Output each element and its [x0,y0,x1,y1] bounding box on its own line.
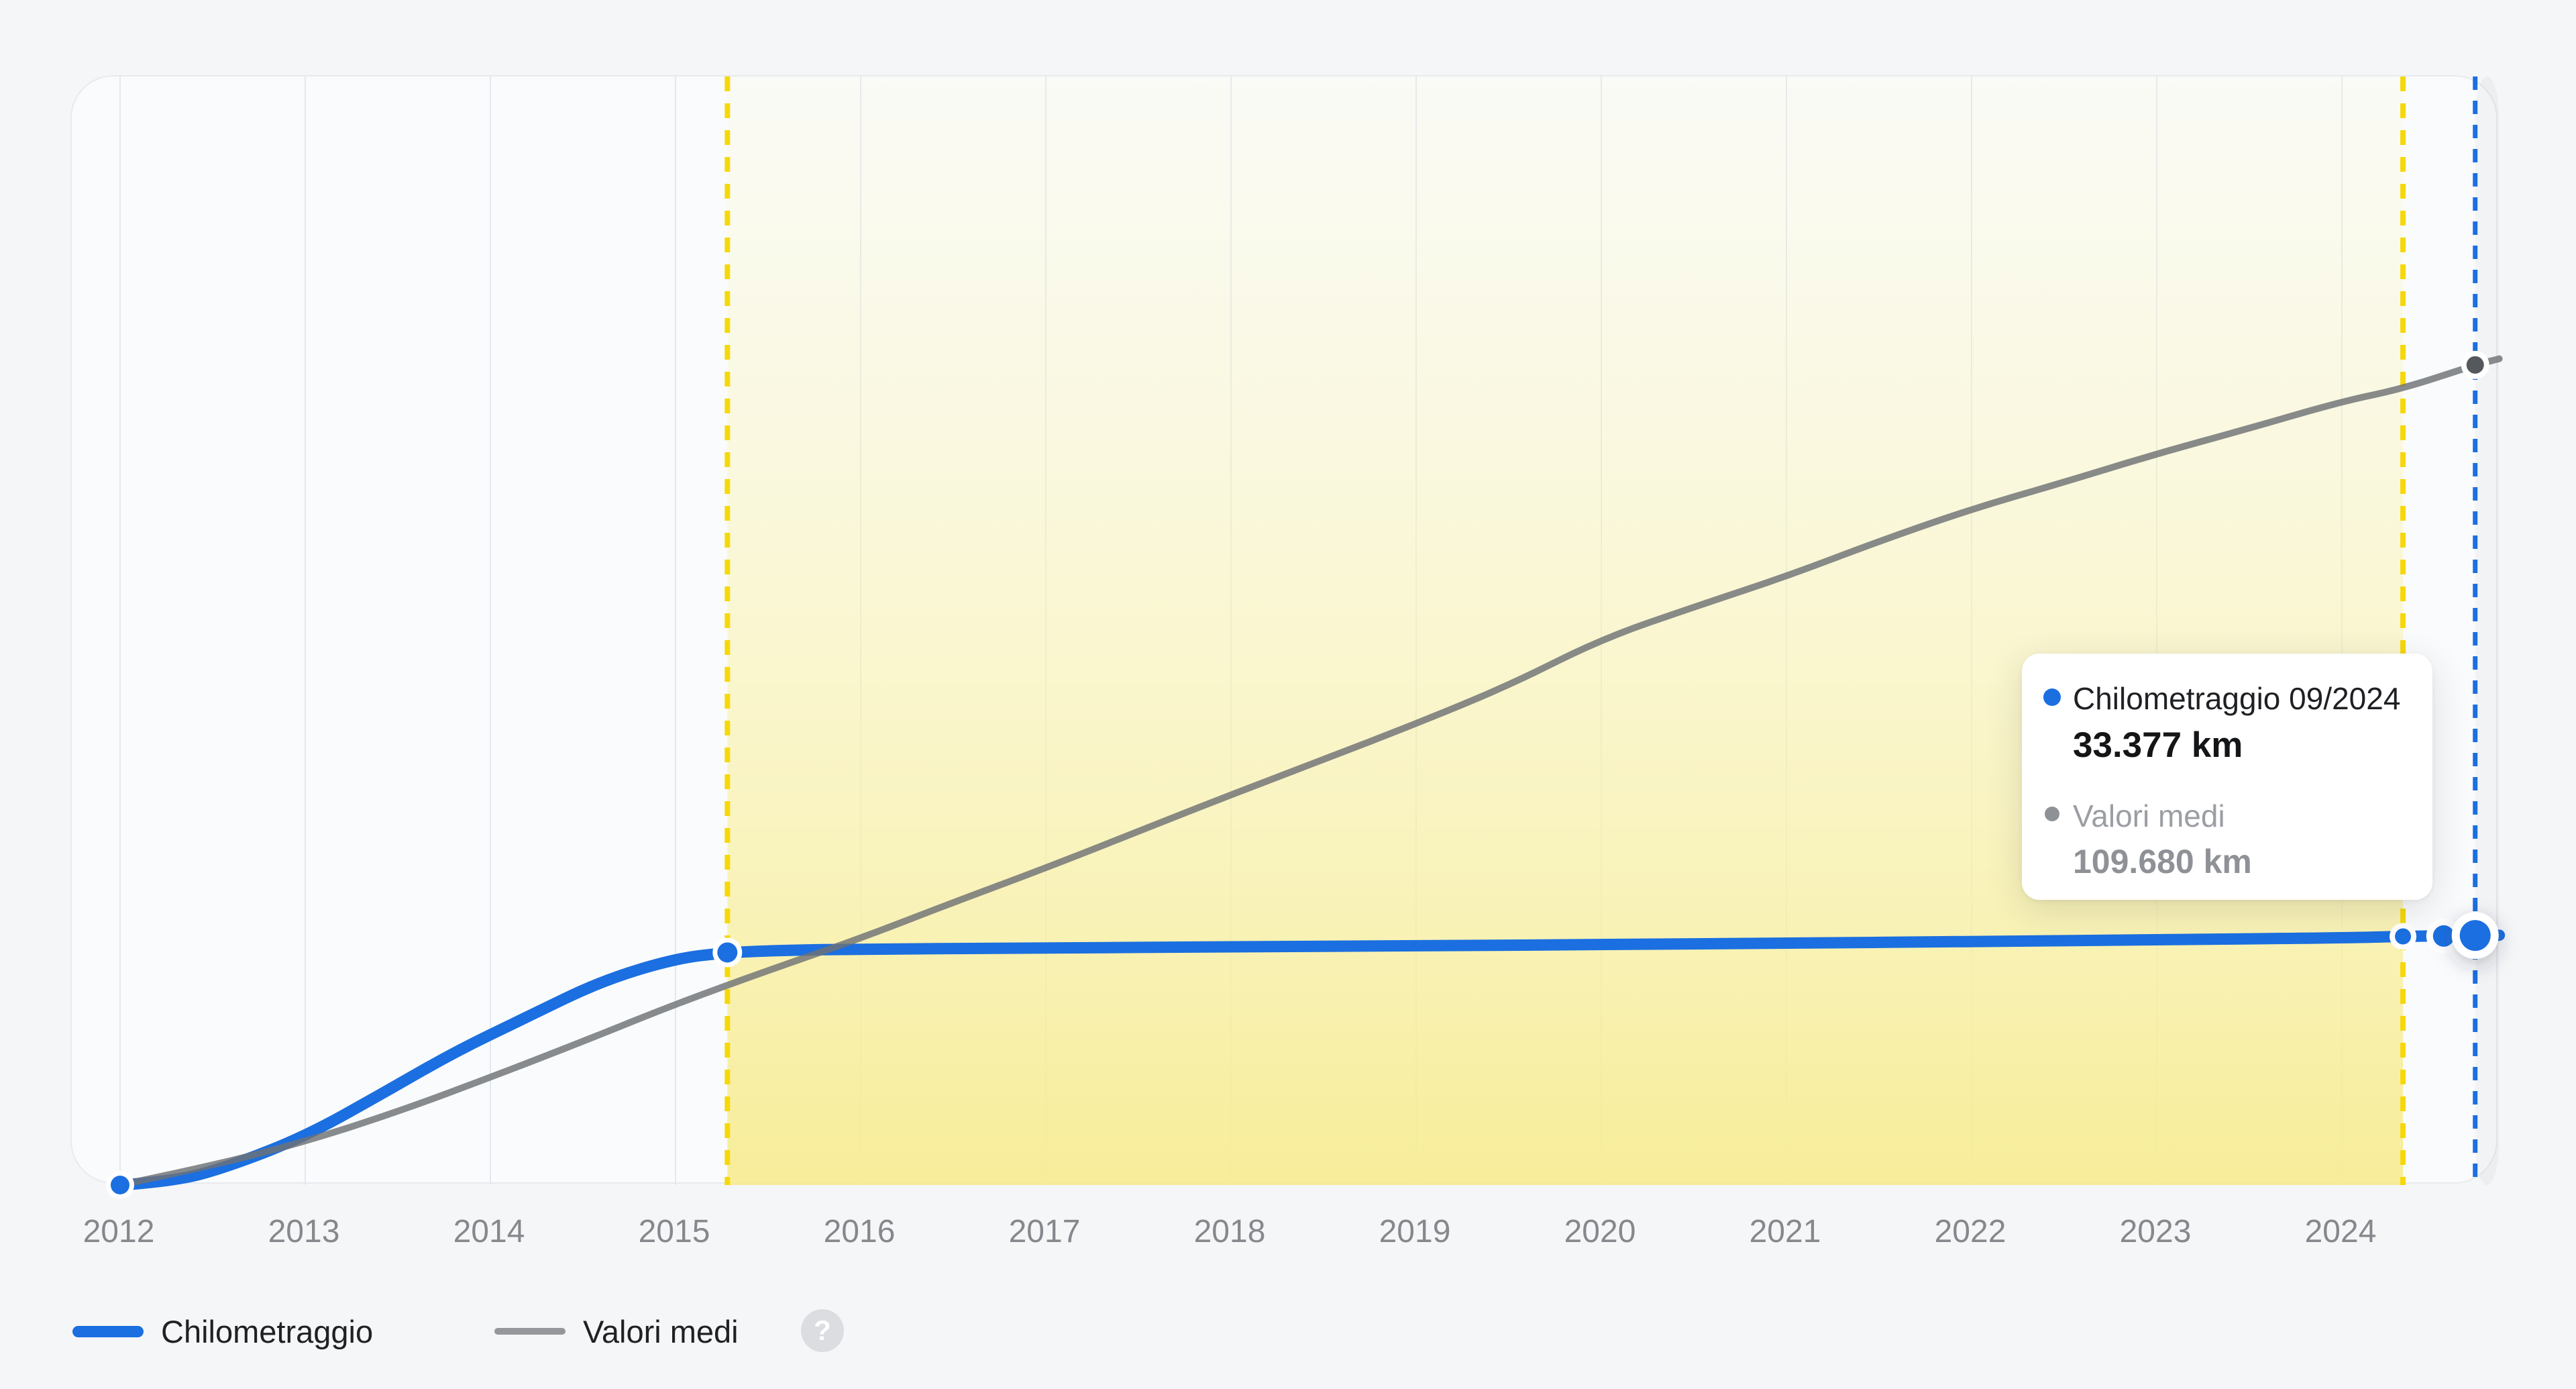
x-axis-label: 2013 [268,1214,340,1249]
tooltip-series-bullet-gray [2045,807,2059,821]
x-axis-label: 2014 [453,1214,525,1249]
legend-swatch-blue [72,1325,144,1337]
legend-item-chilometraggio[interactable]: Chilometraggio [72,1303,373,1359]
tooltip-series1-label: Chilometraggio 09/2024 [2073,681,2401,716]
data-point-marker[interactable] [111,1176,129,1194]
x-axis-label: 2021 [1749,1214,1821,1249]
chart-canvas[interactable] [72,76,2506,1199]
legend-item-valori-medi[interactable]: Valori medi [494,1303,739,1359]
x-axis-label: 2023 [2119,1214,2192,1249]
x-axis-label: 2019 [1379,1214,1451,1249]
legend: Chilometraggio Valori medi ? [0,1303,2576,1364]
help-icon[interactable]: ? [801,1309,844,1352]
x-axis-label: 2022 [1934,1214,2006,1249]
chart-plot-area[interactable] [70,75,2506,1199]
x-axis-label: 2017 [1008,1214,1081,1249]
tooltip-series-bullet-blue [2043,688,2061,706]
legend-label: Valori medi [583,1313,739,1349]
tooltip-series2-value: 109.680 km [2073,843,2252,880]
tooltip: Chilometraggio 09/2024 33.377 km Valori … [2022,654,2432,900]
average-point-marker[interactable] [2466,356,2484,374]
future-strip [2475,76,2499,1185]
current-point-marker[interactable] [2459,920,2491,951]
x-axis-label: 2018 [1193,1214,1266,1249]
tooltip-series1-value: 33.377 km [2073,725,2243,765]
series-line-valori-medi [117,355,2503,1188]
x-axis-label: 2012 [83,1214,155,1249]
tooltip-series2-label: Valori medi [2073,799,2225,833]
legend-label: Chilometraggio [161,1313,374,1349]
series-line-chilometraggio [114,929,2506,1191]
x-axis-label: 2016 [823,1214,896,1249]
x-axis-label: 2015 [638,1214,710,1249]
x-axis-label: 2024 [2304,1214,2377,1249]
highlight-band [727,76,2404,1185]
data-point-marker[interactable] [2395,928,2412,945]
data-point-marker[interactable] [717,942,738,963]
x-axis-label: 2020 [1564,1214,1636,1249]
legend-swatch-gray [494,1328,566,1335]
data-point-marker[interactable] [2432,925,2455,947]
